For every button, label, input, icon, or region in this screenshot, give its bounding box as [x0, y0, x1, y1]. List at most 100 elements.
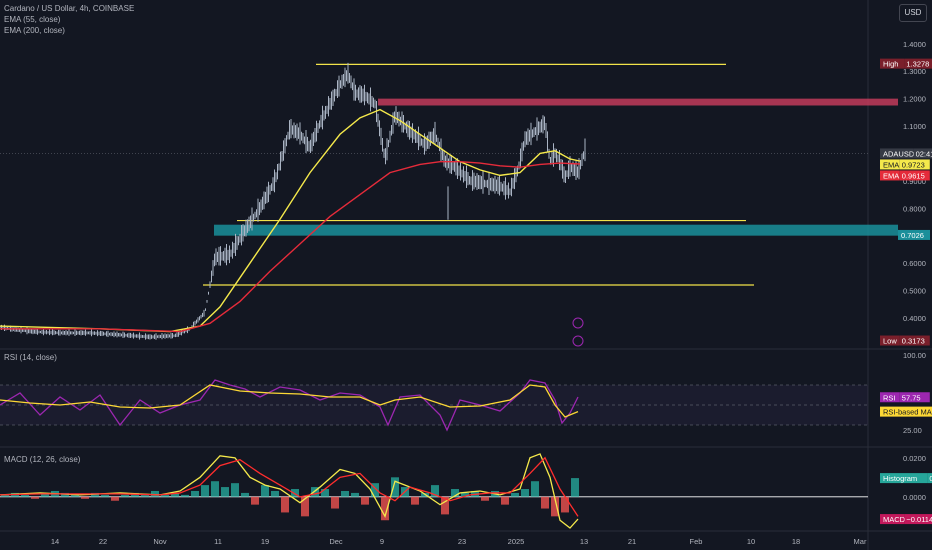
histogram-bar [341, 490, 349, 497]
ema200-line [0, 160, 581, 333]
histogram-bar [141, 494, 149, 497]
x-tick-label: Dec [329, 537, 343, 546]
price-tag-label-bg [880, 159, 900, 170]
histogram-bar [501, 496, 509, 505]
histogram-bar [461, 492, 469, 497]
histogram-bar [391, 477, 399, 497]
histogram-bar [71, 494, 79, 497]
rsi-legend: RSI (14, close) [4, 353, 57, 362]
currency-button[interactable]: USD [899, 4, 927, 22]
histogram-bar [561, 496, 569, 513]
histogram-bar [541, 496, 549, 509]
price-tag-value-bg [904, 58, 932, 69]
price-tag-label-bg [880, 58, 905, 69]
macd-tick-label: 0.0200 [903, 454, 926, 463]
macd-tag-value: 0.0096 [929, 474, 932, 483]
macd-tag: Histogram 0.0096 [880, 473, 932, 484]
histogram-bar [571, 478, 579, 497]
histogram-bar [451, 489, 459, 497]
rsi-tag-value: 57.75 [902, 393, 921, 402]
rsi-tag-label: RSI-based MA [883, 408, 932, 417]
price-tick-label: 0.5000 [903, 286, 926, 295]
macd-tag-label: MACD [883, 515, 906, 524]
rsi-tag-value-bg [899, 392, 930, 403]
price-tag-value: 0.7026 [901, 231, 924, 240]
histogram-bar [361, 496, 369, 505]
x-tick-label: 11 [214, 537, 222, 546]
histogram-bar [291, 489, 299, 497]
rsi-tag-label: RSI [883, 393, 896, 402]
price-tag-label-bg [880, 170, 900, 181]
price-tag-value: 1.3278 [906, 60, 929, 69]
histogram-bar [191, 490, 199, 497]
ema55-line [0, 108, 581, 333]
resistance-zone [378, 98, 898, 106]
histogram-bar [271, 490, 279, 497]
histogram-bar [531, 481, 539, 497]
rsi-tag: RSI 57.75 [880, 392, 930, 403]
price-tick-label: 1.1000 [903, 122, 926, 131]
histogram-bar [1, 494, 9, 497]
price-tag: EMA 0.9723 [880, 159, 930, 170]
price-tick-label: 1.3000 [903, 67, 926, 76]
price-tag-label-bg [880, 335, 900, 346]
histogram-bar [431, 485, 439, 497]
price-tick-label: 0.8000 [903, 204, 926, 213]
histogram-bar [511, 492, 519, 497]
price-tag: EMA 0.9615 [880, 170, 930, 181]
histogram-bar [61, 492, 69, 497]
price-tag-label: EMA [883, 171, 899, 180]
price-tag-label: ADAUSD [883, 149, 915, 158]
histogram-bar [161, 494, 169, 497]
histogram-bar [481, 496, 489, 501]
histogram-bar [231, 483, 239, 497]
price-tag-value: 02:41:44 [916, 149, 932, 158]
histogram-bar [301, 496, 309, 517]
price-tick-label: 1.2000 [903, 95, 926, 104]
histogram-bar [441, 496, 449, 515]
x-tick-label: 9 [380, 537, 384, 546]
price-tick-label: 0.9000 [903, 177, 926, 186]
x-tick-label: 21 [628, 537, 636, 546]
price-tag-label: Low [883, 337, 897, 346]
macd-tag-value-bg [927, 473, 932, 484]
histogram-bar [211, 481, 219, 497]
histogram-bar [21, 494, 29, 497]
x-tick-label: 22 [99, 537, 107, 546]
x-tick-label: 23 [458, 537, 466, 546]
histogram-bar [81, 496, 89, 499]
macd-tag-value: −0.0114 [906, 515, 932, 524]
support-zone [214, 224, 898, 236]
price-tick-label: 1.4000 [903, 40, 926, 49]
signal-line [0, 456, 579, 517]
macd-tick-label: 0.0000 [903, 493, 926, 502]
price-tag: Low 0.3173 [880, 335, 930, 346]
x-tick-label: 18 [792, 537, 800, 546]
histogram-bar [241, 492, 249, 497]
x-tick-label: 13 [580, 537, 588, 546]
histogram-bar [91, 492, 99, 497]
macd-legend: MACD (12, 26, close) [4, 455, 81, 464]
histogram-bar [201, 485, 209, 497]
price-tag: High 1.3278 [880, 58, 932, 69]
price-tag-value-bg [899, 159, 930, 170]
macd-tag-label-bg [880, 514, 905, 525]
flash-icon [572, 335, 584, 347]
price-tag-value: 0.9723 [902, 160, 925, 169]
rsi-tick-label: 100.00 [903, 351, 926, 360]
histogram-bar [181, 494, 189, 497]
histogram-bar [221, 487, 229, 497]
rsi-tick-label: 25.00 [903, 426, 922, 435]
price-tag-value: 0.3173 [902, 337, 925, 346]
histogram-bar [351, 492, 359, 497]
histogram-bar [41, 492, 49, 497]
macd-tag-label: Histogram [883, 474, 917, 483]
x-tick-label: Nov [153, 537, 167, 546]
histogram-bar [371, 483, 379, 497]
histogram-bar [411, 496, 419, 505]
x-tick-label: 19 [261, 537, 269, 546]
histogram-bar [111, 496, 119, 501]
price-tag: 0.7026 [898, 229, 930, 240]
